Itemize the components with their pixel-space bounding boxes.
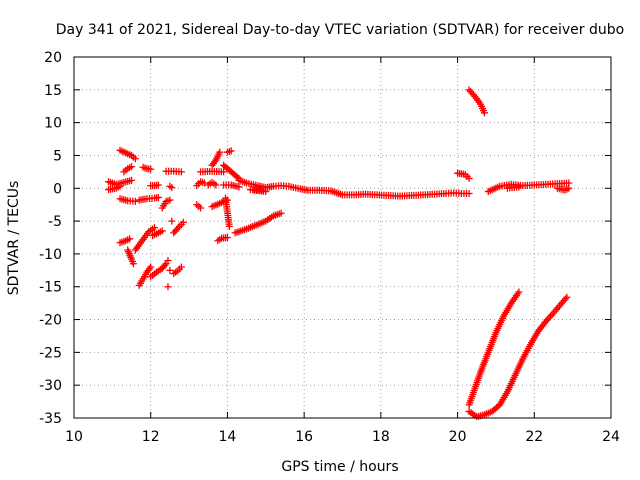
data-point xyxy=(154,181,162,189)
y-tick-label: 20 xyxy=(44,50,62,66)
data-point xyxy=(563,293,571,301)
x-tick-label: 22 xyxy=(525,429,543,445)
y-tick-label: 0 xyxy=(53,181,62,197)
data-point xyxy=(197,204,205,212)
plot-frame xyxy=(73,56,612,419)
x-tick-label: 10 xyxy=(65,429,83,445)
data-points xyxy=(105,86,573,421)
x-tick-label: 12 xyxy=(142,429,160,445)
data-point xyxy=(126,235,134,243)
y-tick-label: -20 xyxy=(39,313,62,329)
data-point xyxy=(515,288,523,296)
data-point xyxy=(212,181,220,189)
data-point xyxy=(147,263,155,271)
data-point xyxy=(469,91,477,99)
data-point xyxy=(233,173,241,181)
y-tick-label: -35 xyxy=(39,411,62,427)
data-point xyxy=(174,224,182,232)
y-tick-label: 15 xyxy=(44,83,62,99)
data-point xyxy=(222,194,230,202)
data-point xyxy=(177,263,185,271)
axis-ticks xyxy=(73,56,612,419)
data-point xyxy=(164,283,172,291)
x-tick-label: 16 xyxy=(295,429,313,445)
y-tick-label: -5 xyxy=(48,214,62,230)
chart-title: Day 341 of 2021, Sidereal Day-to-day VTE… xyxy=(56,22,624,38)
y-tick-label: -10 xyxy=(39,247,62,263)
data-point xyxy=(480,109,488,117)
data-point xyxy=(223,234,231,241)
x-axis-title: GPS time / hours xyxy=(281,459,398,475)
data-point xyxy=(277,209,285,217)
y-tick-label: -15 xyxy=(39,280,62,296)
x-tick-label: 20 xyxy=(449,429,467,445)
data-point xyxy=(161,261,169,269)
y-tick-label: 5 xyxy=(53,148,62,164)
y-tick-label: -30 xyxy=(39,378,62,394)
data-point xyxy=(177,168,185,176)
data-point xyxy=(515,183,523,191)
y-tick-label: 10 xyxy=(44,116,62,132)
x-tick-labels: 10 12 14 16 18 20 22 24 xyxy=(65,429,620,445)
data-point xyxy=(262,188,270,196)
data-point xyxy=(116,182,124,190)
x-tick-label: 14 xyxy=(219,429,237,445)
data-point xyxy=(565,184,573,192)
y-tick-labels: 20 15 10 5 0 -5 -10 -15 -20 -25 -30 -35 xyxy=(39,50,62,427)
y-axis-title: SDTVAR / TECUs xyxy=(6,181,22,296)
data-point xyxy=(216,148,224,156)
data-point xyxy=(131,155,139,163)
x-tick-label: 24 xyxy=(602,429,620,445)
data-point xyxy=(154,193,162,201)
data-point xyxy=(220,168,228,176)
data-point xyxy=(235,183,243,191)
data-point xyxy=(561,295,569,303)
data-point xyxy=(128,163,136,171)
data-point xyxy=(166,196,174,204)
y-tick-label: -25 xyxy=(39,345,62,361)
data-point xyxy=(164,256,172,264)
data-point xyxy=(147,165,155,173)
data-point xyxy=(151,224,159,232)
data-point xyxy=(131,197,139,205)
grid xyxy=(74,57,611,418)
data-point xyxy=(128,176,136,184)
data-point xyxy=(158,227,166,235)
data-point xyxy=(166,266,174,274)
data-point xyxy=(465,190,473,198)
data-point xyxy=(227,147,235,155)
data-point xyxy=(168,217,176,225)
data-point xyxy=(200,179,208,187)
data-point xyxy=(465,174,473,182)
data-point xyxy=(168,184,176,192)
x-tick-label: 18 xyxy=(372,429,390,445)
data-point xyxy=(179,218,187,226)
data-point xyxy=(129,260,137,268)
